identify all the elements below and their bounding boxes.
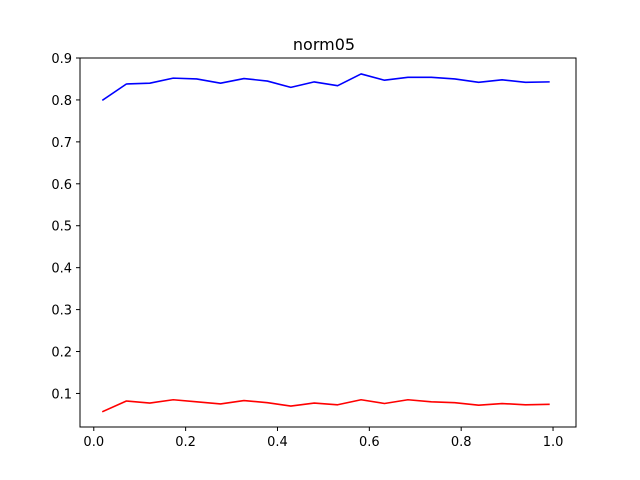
- series-line-2: [101, 398, 550, 413]
- y-tick-label: 0.9: [51, 52, 72, 67]
- x-tick-label: 0.0: [83, 435, 104, 450]
- y-tick-label: 0.3: [51, 304, 72, 319]
- y-tick-label: 0.5: [51, 220, 72, 235]
- plot-area: [101, 73, 550, 413]
- x-tick-label: 0.8: [451, 435, 472, 450]
- y-tick-label: 0.2: [51, 346, 72, 361]
- y-tick-label: 0.1: [51, 387, 72, 402]
- y-tick-label: 0.6: [51, 178, 72, 193]
- x-tick-label: 1.0: [543, 435, 564, 450]
- axes: 0.0 0.2 0.4 0.6 0.8 1.0 0.1 0.2 0.3 0.4 0.5 0.6 0.7 0…: [51, 52, 563, 450]
- series-line-1: [101, 73, 550, 102]
- y-tick-label: 0.7: [51, 136, 72, 151]
- x-tick-label: 0.4: [267, 435, 288, 450]
- chart-title: norm05: [293, 35, 355, 54]
- x-tick-label: 0.6: [359, 435, 380, 450]
- y-tick-label: 0.4: [51, 262, 72, 277]
- y-tick-label: 0.8: [51, 94, 72, 109]
- x-tick-label: 0.2: [175, 435, 196, 450]
- plot-frame: [79, 57, 577, 428]
